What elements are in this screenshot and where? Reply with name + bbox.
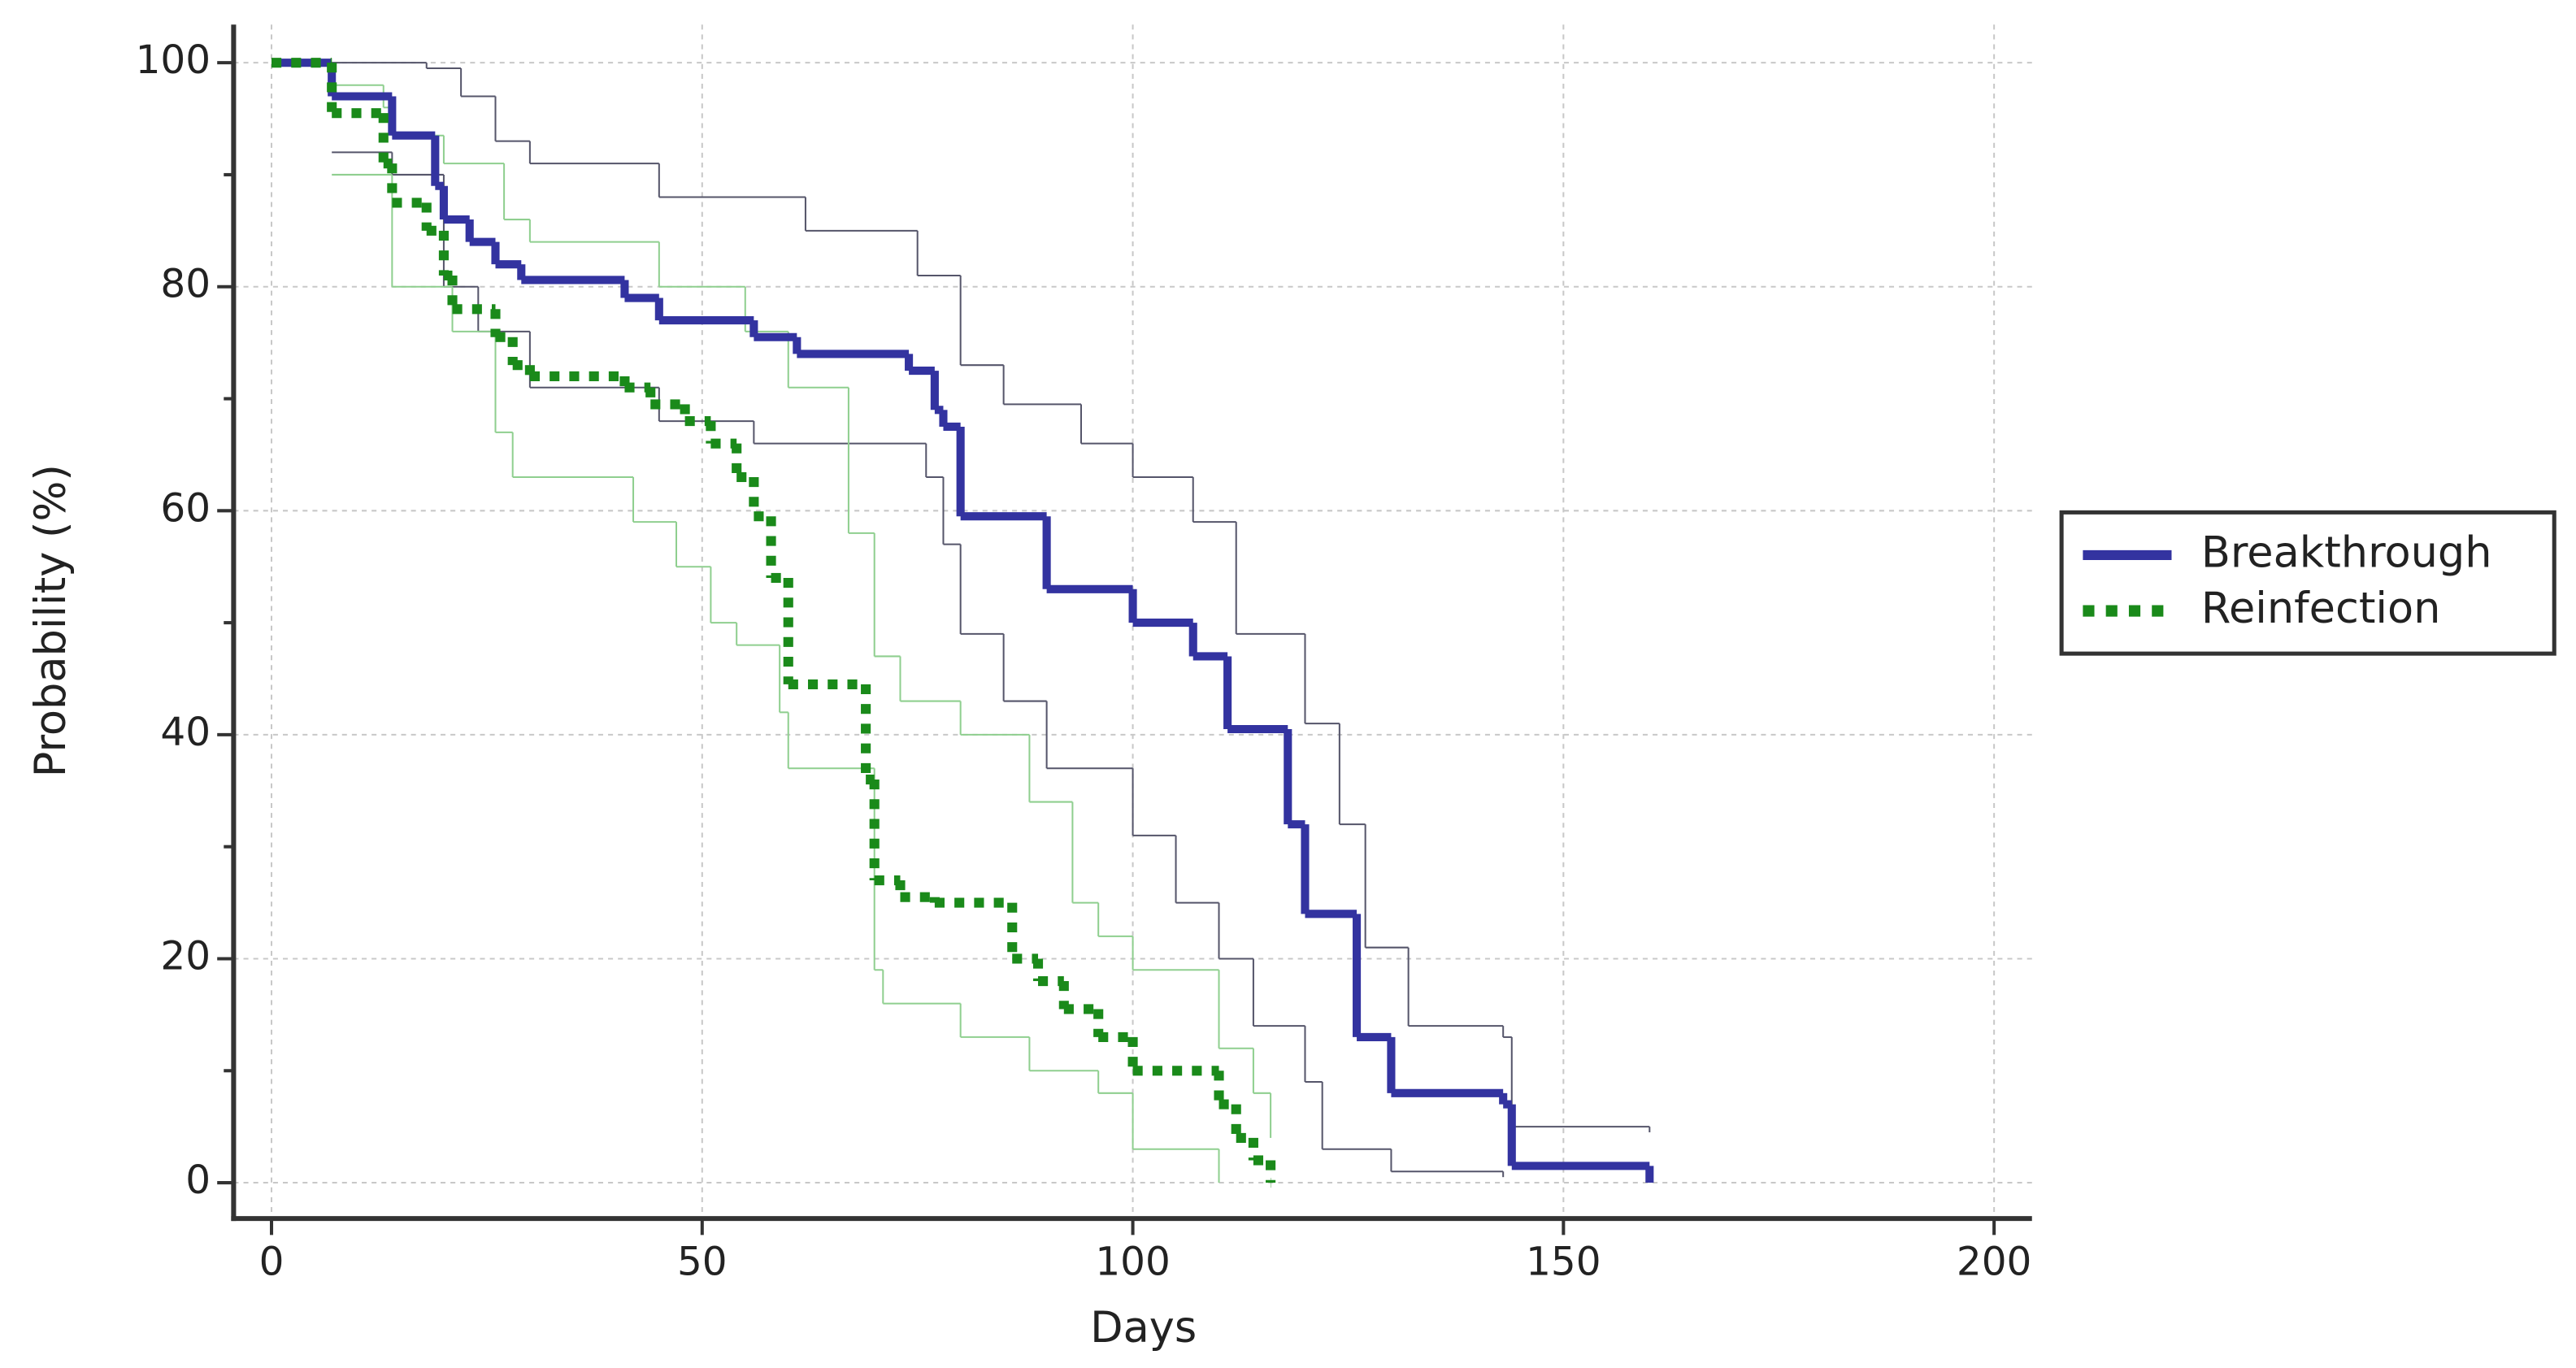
y-tick-label: 20 xyxy=(160,933,211,979)
legend-box xyxy=(2059,510,2556,656)
y-tick-label: 100 xyxy=(136,37,211,83)
x-tick-label: 100 xyxy=(1095,1240,1171,1285)
legend-label: Breakthrough xyxy=(2201,528,2492,578)
x-axis-label: Days xyxy=(1090,1303,1197,1353)
legend-label: Reinfection xyxy=(2201,584,2441,633)
grid xyxy=(233,24,2032,1219)
x-tick-label: 150 xyxy=(1526,1240,1601,1285)
plot-area xyxy=(272,58,1654,1183)
y-tick-label: 0 xyxy=(185,1157,211,1203)
legend: Breakthrough Reinfection xyxy=(2059,510,2556,656)
x-tick-label: 0 xyxy=(259,1240,285,1285)
x-tick-label: 50 xyxy=(677,1240,728,1285)
y-tick-label: 60 xyxy=(160,485,211,531)
axes: 0 20 40 60 80 100 0 50 100 150 200 xyxy=(136,24,2032,1285)
y-axis-label: Probability (%) xyxy=(26,464,76,777)
y-tick-label: 80 xyxy=(160,262,211,307)
y-tick-label: 40 xyxy=(160,710,211,755)
x-tick-label: 200 xyxy=(1957,1240,2032,1285)
